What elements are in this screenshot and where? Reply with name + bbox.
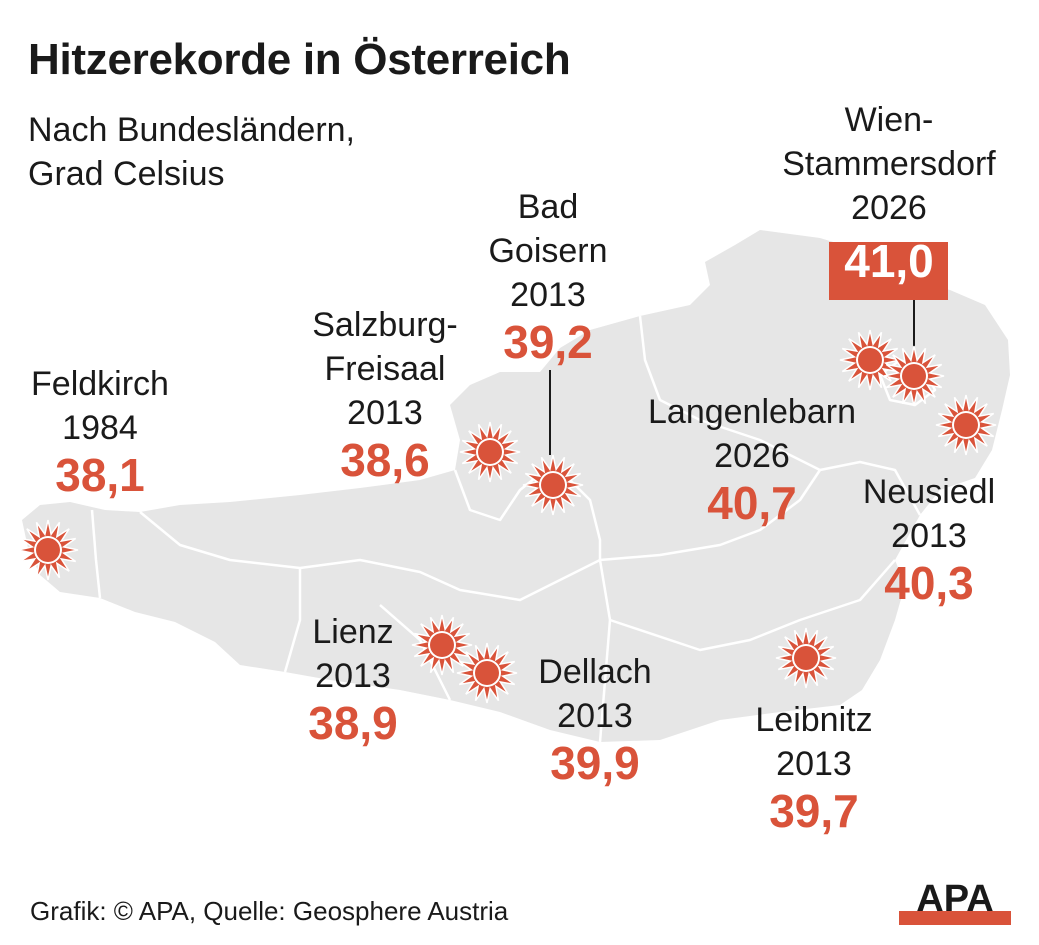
location-name: Feldkirch bbox=[31, 365, 169, 403]
label-salzburg-freisaal: Salzburg- Freisaal 2013 38,6 bbox=[312, 303, 458, 485]
label-wien-stammersdorf: Wien- Stammersdorf 2026 41,0 bbox=[782, 98, 996, 286]
location-name: Langenlebarn bbox=[648, 393, 856, 431]
location-name: Bad bbox=[517, 188, 579, 226]
record-value: 41,0 bbox=[844, 235, 934, 287]
location-name: Wien- bbox=[844, 101, 934, 139]
label-neusiedl: Neusiedl 2013 40,3 bbox=[863, 470, 995, 608]
record-value: 38,6 bbox=[340, 434, 430, 486]
sun-icon bbox=[522, 454, 584, 516]
location-year: 2013 bbox=[347, 394, 423, 432]
label-langenlebarn: Langenlebarn 2026 40,7 bbox=[648, 390, 856, 528]
record-value: 39,2 bbox=[503, 316, 593, 368]
record-value: 39,7 bbox=[769, 785, 859, 837]
location-name: Leibnitz bbox=[755, 701, 873, 739]
location-name: Lienz bbox=[312, 613, 394, 651]
sun-icon bbox=[775, 627, 837, 689]
location-year: 2013 bbox=[891, 517, 967, 555]
location-name-2: Goisern bbox=[488, 232, 608, 270]
sun-icon bbox=[411, 614, 473, 676]
location-year: 2013 bbox=[557, 697, 633, 735]
page-title: Hitzerekorde in Österreich bbox=[28, 35, 571, 84]
label-leibnitz: Leibnitz 2013 39,7 bbox=[755, 698, 872, 836]
austria-shape bbox=[22, 230, 1010, 742]
label-feldkirch: Feldkirch 1984 38,1 bbox=[31, 362, 169, 500]
footer-credit: Grafik: © APA, Quelle: Geosphere Austria bbox=[30, 896, 509, 926]
location-name-2: Freisaal bbox=[324, 350, 446, 388]
sun-icons bbox=[17, 329, 997, 704]
sun-icon bbox=[839, 329, 901, 391]
label-bad-goisern: Bad Goisern 2013 39,2 bbox=[488, 185, 607, 367]
wien-highlight-box bbox=[829, 242, 948, 300]
subtitle-line-1: Nach Bundesländern, bbox=[28, 111, 356, 149]
subtitle-line-2: Grad Celsius bbox=[28, 155, 225, 193]
subtitle: Nach Bundesländern, Grad Celsius bbox=[28, 108, 355, 196]
sun-icon bbox=[17, 519, 79, 581]
record-value: 38,9 bbox=[308, 697, 398, 749]
record-value: 38,1 bbox=[55, 449, 145, 501]
record-value: 40,7 bbox=[707, 477, 797, 529]
location-name: Dellach bbox=[538, 653, 652, 691]
record-value: 40,3 bbox=[884, 557, 974, 609]
location-year: 2013 bbox=[776, 745, 852, 783]
sun-icon bbox=[459, 421, 521, 483]
location-year: 2026 bbox=[714, 437, 790, 475]
location-year: 1984 bbox=[62, 409, 138, 447]
location-year: 2026 bbox=[851, 189, 927, 227]
apa-logo: APA bbox=[899, 878, 1011, 925]
location-year: 2013 bbox=[315, 657, 391, 695]
label-dellach: Dellach 2013 39,9 bbox=[538, 650, 651, 788]
location-name: Neusiedl bbox=[862, 473, 996, 511]
label-lienz: Lienz 2013 38,9 bbox=[308, 610, 398, 748]
location-name-2: Stammersdorf bbox=[782, 145, 996, 183]
sun-icon bbox=[456, 642, 518, 704]
state-borders bbox=[90, 315, 937, 743]
logo-text: APA bbox=[916, 878, 993, 920]
record-value: 39,9 bbox=[550, 737, 640, 789]
sun-icon bbox=[935, 394, 997, 456]
location-name: Salzburg- bbox=[312, 306, 458, 344]
location-year: 2013 bbox=[510, 276, 586, 314]
sun-icon bbox=[883, 345, 945, 407]
